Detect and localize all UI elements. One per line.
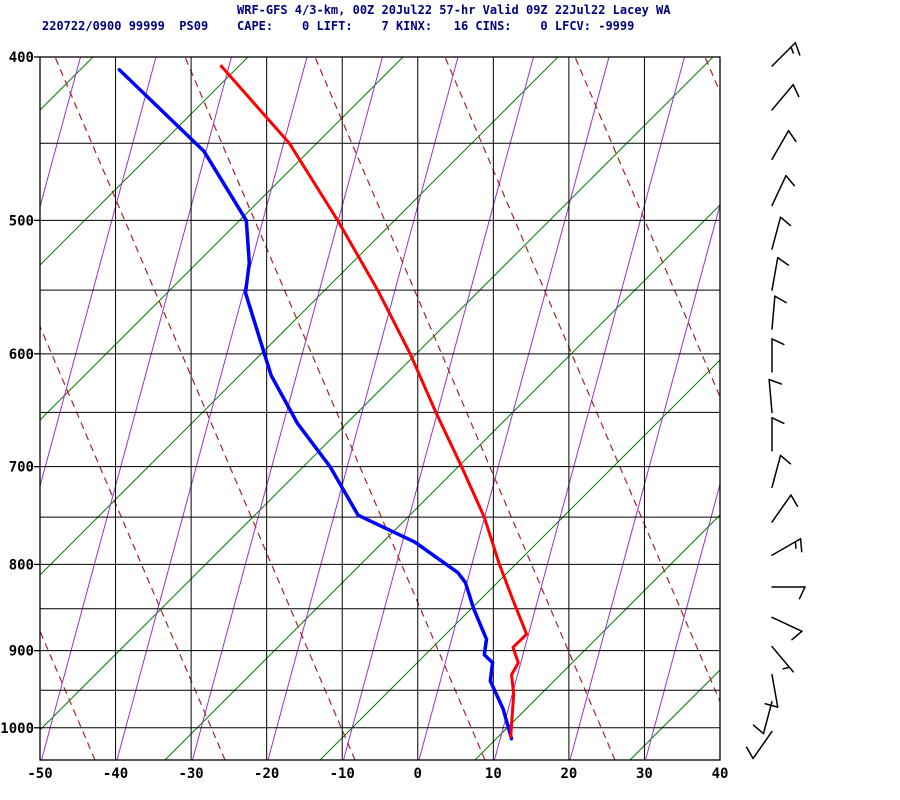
axis-tick-label: 600 [9,347,34,363]
axis-tick-label: 1000 [0,721,34,737]
wind-barb [768,378,783,414]
purple-adiabat-lines [40,57,720,760]
stability-indices-text: CAPE: 0 LIFT: 7 KINX: 16 CINS: 0 LFCV: -… [237,19,635,33]
wind-barb [771,174,796,207]
wind-barb [771,417,785,452]
axis-tick-label: -50 [27,766,52,782]
wind-barb [771,256,790,291]
dashed-adiabat-lines [40,57,720,760]
axis-labels: -50 -40 -30 -20 -10 0 10 20 30 40 400 500 600 700 800 9… [0,50,728,782]
wind-barb [745,730,773,760]
wind-barb [771,83,800,111]
axis-tick-label: 400 [9,50,34,66]
wind-barb [771,454,792,489]
axis-tick-label: 40 [712,766,729,782]
axis-tick-label: 20 [560,766,577,782]
wind-barb [771,295,787,330]
axis-tick-label: 0 [414,766,422,782]
axis-tick-label: 10 [485,766,502,782]
green-diagonal-lines [40,57,720,760]
wind-barb [771,616,803,641]
axis-tick-label: 800 [9,557,34,573]
wind-barb [771,494,799,523]
axis-tick-label: 700 [9,460,34,476]
chart-title: WRF-GFS 4/3-km, 00Z 20Jul22 57-hr Valid … [237,3,671,17]
wind-barb-column [745,42,806,760]
station-id-text: 220722/0900 99999 PS09 [42,19,209,33]
axis-tick-label: -40 [103,766,128,782]
pressure-temperature-grid [34,56,721,761]
wind-barb [771,338,785,373]
temperature-curve [219,64,529,738]
axis-tick-label: -20 [254,766,279,782]
wind-barb [771,537,803,556]
axis-tick-label: 900 [9,644,34,660]
wind-barb [771,586,806,600]
wind-barb [752,700,773,735]
axis-tick-label: -30 [178,766,203,782]
wind-barb [771,42,801,67]
axis-tick-label: 30 [636,766,653,782]
axis-tick-label: -10 [330,766,355,782]
wind-barb [771,129,797,161]
wind-barb [771,645,794,673]
wind-barb [771,216,792,250]
axis-tick-label: 500 [9,213,34,229]
dewpoint-curve [117,67,514,741]
